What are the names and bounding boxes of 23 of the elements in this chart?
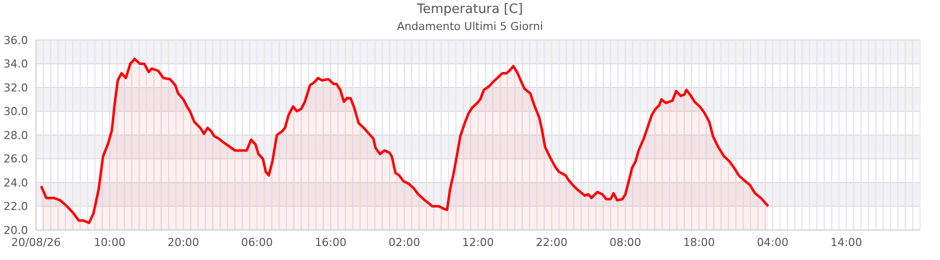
y-tick-label: 28.0 xyxy=(4,128,28,142)
x-tick-label: 02:00 xyxy=(388,236,420,249)
x-tick-label: 20/08/26 xyxy=(11,236,61,249)
x-tick-label: 20:00 xyxy=(167,236,200,249)
x-tick-label: 16:00 xyxy=(314,236,347,249)
x-tick-label: 10:00 xyxy=(94,236,126,249)
x-tick-label: 12:00 xyxy=(462,236,494,249)
y-tick-label: 20.0 xyxy=(4,224,28,237)
y-tick-label: 30.0 xyxy=(4,105,28,118)
y-tick-label: 36.0 xyxy=(4,34,28,47)
chart-subtitle: Andamento Ultimi 5 Giorni xyxy=(396,20,544,33)
x-tick-label: 08:00 xyxy=(609,236,642,249)
y-tick-label: 26.0 xyxy=(4,152,28,166)
chart-title: Temperatura [C] xyxy=(416,2,524,17)
x-tick-label: 18:00 xyxy=(683,236,715,249)
y-tick-label: 34.0 xyxy=(4,58,28,71)
x-tick-label: 14:00 xyxy=(830,236,862,249)
y-tick-label: 32.0 xyxy=(4,81,28,94)
x-tick-label: 22:00 xyxy=(536,236,568,249)
y-tick-label: 22.0 xyxy=(4,200,28,214)
x-tick-label: 06:00 xyxy=(241,236,273,249)
x-tick-label: 04:00 xyxy=(756,236,789,249)
y-tick-label: 24.0 xyxy=(4,176,28,190)
